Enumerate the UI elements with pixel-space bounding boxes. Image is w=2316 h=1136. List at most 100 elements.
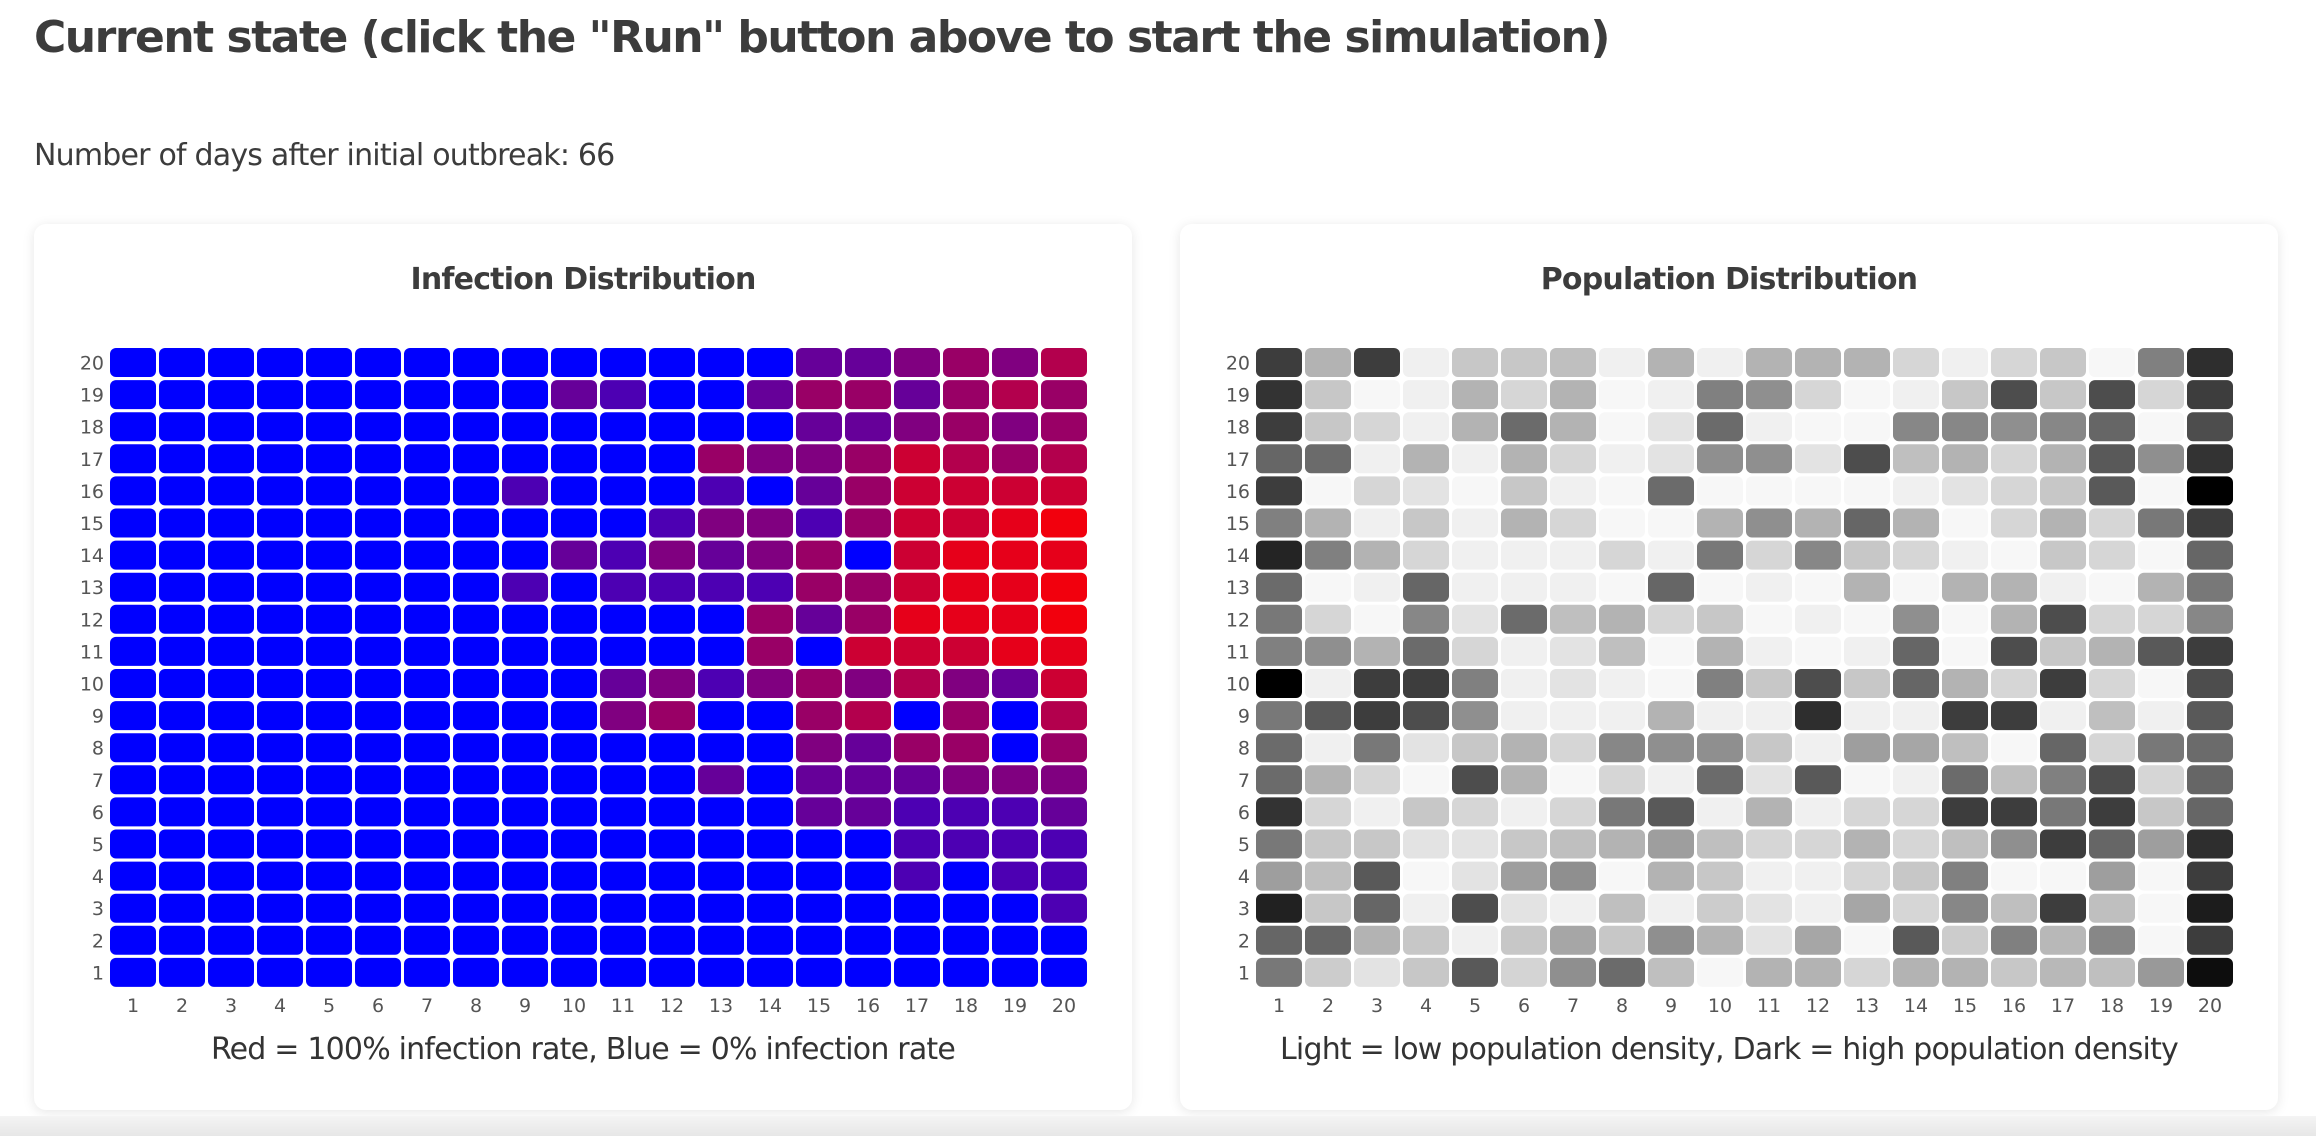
heatmap-cell xyxy=(649,476,695,506)
heatmap-cell xyxy=(355,797,401,827)
heatmap-cell xyxy=(306,669,352,698)
heatmap-cell xyxy=(1403,829,1449,859)
heatmap-cell xyxy=(1452,604,1498,634)
heatmap-cell xyxy=(1795,861,1841,891)
y-tick-label: 14 xyxy=(80,545,104,567)
heatmap-cell xyxy=(1648,893,1694,923)
heatmap-cell xyxy=(992,572,1038,602)
heatmap-cell xyxy=(1305,829,1351,859)
heatmap-cell xyxy=(257,636,303,666)
heatmap-cell xyxy=(1942,604,1988,634)
heatmap-cell xyxy=(1354,861,1400,891)
heatmap-cell xyxy=(1942,444,1988,474)
heatmap-cell xyxy=(208,733,254,763)
heatmap-cell xyxy=(1305,925,1351,955)
heatmap-cell xyxy=(1041,829,1087,859)
heatmap-cell xyxy=(551,444,597,474)
heatmap-cell xyxy=(2187,957,2233,987)
heatmap-cell xyxy=(1844,669,1890,698)
heatmap-cell xyxy=(110,444,156,474)
y-tick-label: 17 xyxy=(80,449,104,471)
heatmap-cell xyxy=(1256,701,1302,731)
heatmap-cell xyxy=(698,604,744,634)
heatmap-cell xyxy=(1844,829,1890,859)
heatmap-cell xyxy=(796,733,842,763)
heatmap-cell xyxy=(1256,444,1302,474)
heatmap-cell xyxy=(1844,476,1890,506)
heatmap-cell xyxy=(894,829,940,859)
heatmap-cell xyxy=(502,540,548,570)
y-tick-label: 10 xyxy=(80,674,104,696)
heatmap-cell xyxy=(1452,765,1498,795)
heatmap-cell xyxy=(1942,893,1988,923)
heatmap-cell xyxy=(2138,765,2184,795)
heatmap-cell xyxy=(992,829,1038,859)
heatmap-cell xyxy=(943,797,989,827)
heatmap-cell xyxy=(502,412,548,442)
heatmap-cell xyxy=(1354,765,1400,795)
heatmap-cell xyxy=(1991,476,2037,506)
heatmap-cell xyxy=(453,444,499,474)
heatmap-cell xyxy=(257,797,303,827)
heatmap-cell xyxy=(894,508,940,538)
heatmap-cell xyxy=(894,733,940,763)
heatmap-cell xyxy=(943,829,989,859)
heatmap-cell xyxy=(1991,540,2037,570)
heatmap-cell xyxy=(845,733,891,763)
heatmap-cell xyxy=(1452,412,1498,442)
heatmap-cell xyxy=(1599,701,1645,731)
heatmap-cell xyxy=(600,444,646,474)
heatmap-cell xyxy=(649,733,695,763)
heatmap-cell xyxy=(796,444,842,474)
heatmap-cell xyxy=(2040,797,2086,827)
heatmap-cell xyxy=(1452,348,1498,377)
y-tick-label: 1 xyxy=(1238,962,1250,984)
heatmap-cell xyxy=(600,380,646,410)
heatmap-cell xyxy=(845,508,891,538)
heatmap-cell xyxy=(502,797,548,827)
heatmap-cell xyxy=(1893,348,1939,377)
heatmap-cell xyxy=(796,476,842,506)
heatmap-cell xyxy=(2089,701,2135,731)
heatmap-cell xyxy=(404,444,450,474)
x-tick-label: 1 xyxy=(127,995,139,1017)
heatmap-cell xyxy=(600,893,646,923)
heatmap-cell xyxy=(992,444,1038,474)
heatmap-cell xyxy=(1501,733,1547,763)
heatmap-cell xyxy=(1942,957,1988,987)
heatmap-cell xyxy=(404,957,450,987)
heatmap-cell xyxy=(1599,380,1645,410)
heatmap-cell xyxy=(649,412,695,442)
heatmap-cell xyxy=(1893,957,1939,987)
y-tick-label: 12 xyxy=(1226,609,1250,631)
heatmap-cell xyxy=(1648,925,1694,955)
heatmap-cell xyxy=(649,797,695,827)
heatmap-cell xyxy=(1697,765,1743,795)
infection-distribution-card: Infection Distribution 20 19 18 17 16 15 14 13 1… xyxy=(34,224,1132,1110)
heatmap-cell xyxy=(110,636,156,666)
heatmap-cell xyxy=(306,925,352,955)
y-tick-label: 5 xyxy=(1238,834,1250,856)
heatmap-cell xyxy=(1403,636,1449,666)
heatmap-cell xyxy=(1893,797,1939,827)
heatmap-cell xyxy=(943,765,989,795)
x-tick-label: 16 xyxy=(856,995,880,1017)
heatmap-cell xyxy=(1354,604,1400,634)
days-counter: Number of days after initial outbreak: 6… xyxy=(34,138,615,173)
heatmap-cell xyxy=(1501,829,1547,859)
y-tick-label: 18 xyxy=(1226,417,1250,439)
heatmap-cell xyxy=(796,893,842,923)
heatmap-cell xyxy=(1305,733,1351,763)
heatmap-cell xyxy=(502,636,548,666)
heatmap-cell xyxy=(110,348,156,377)
heatmap-cell xyxy=(992,380,1038,410)
x-tick-label: 6 xyxy=(372,995,384,1017)
heatmap-cell xyxy=(1041,957,1087,987)
heatmap-cell xyxy=(1648,348,1694,377)
heatmap-cell xyxy=(208,348,254,377)
heatmap-cell xyxy=(159,765,205,795)
heatmap-cell xyxy=(1041,893,1087,923)
heatmap-cell xyxy=(355,861,401,891)
heatmap-cell xyxy=(110,893,156,923)
